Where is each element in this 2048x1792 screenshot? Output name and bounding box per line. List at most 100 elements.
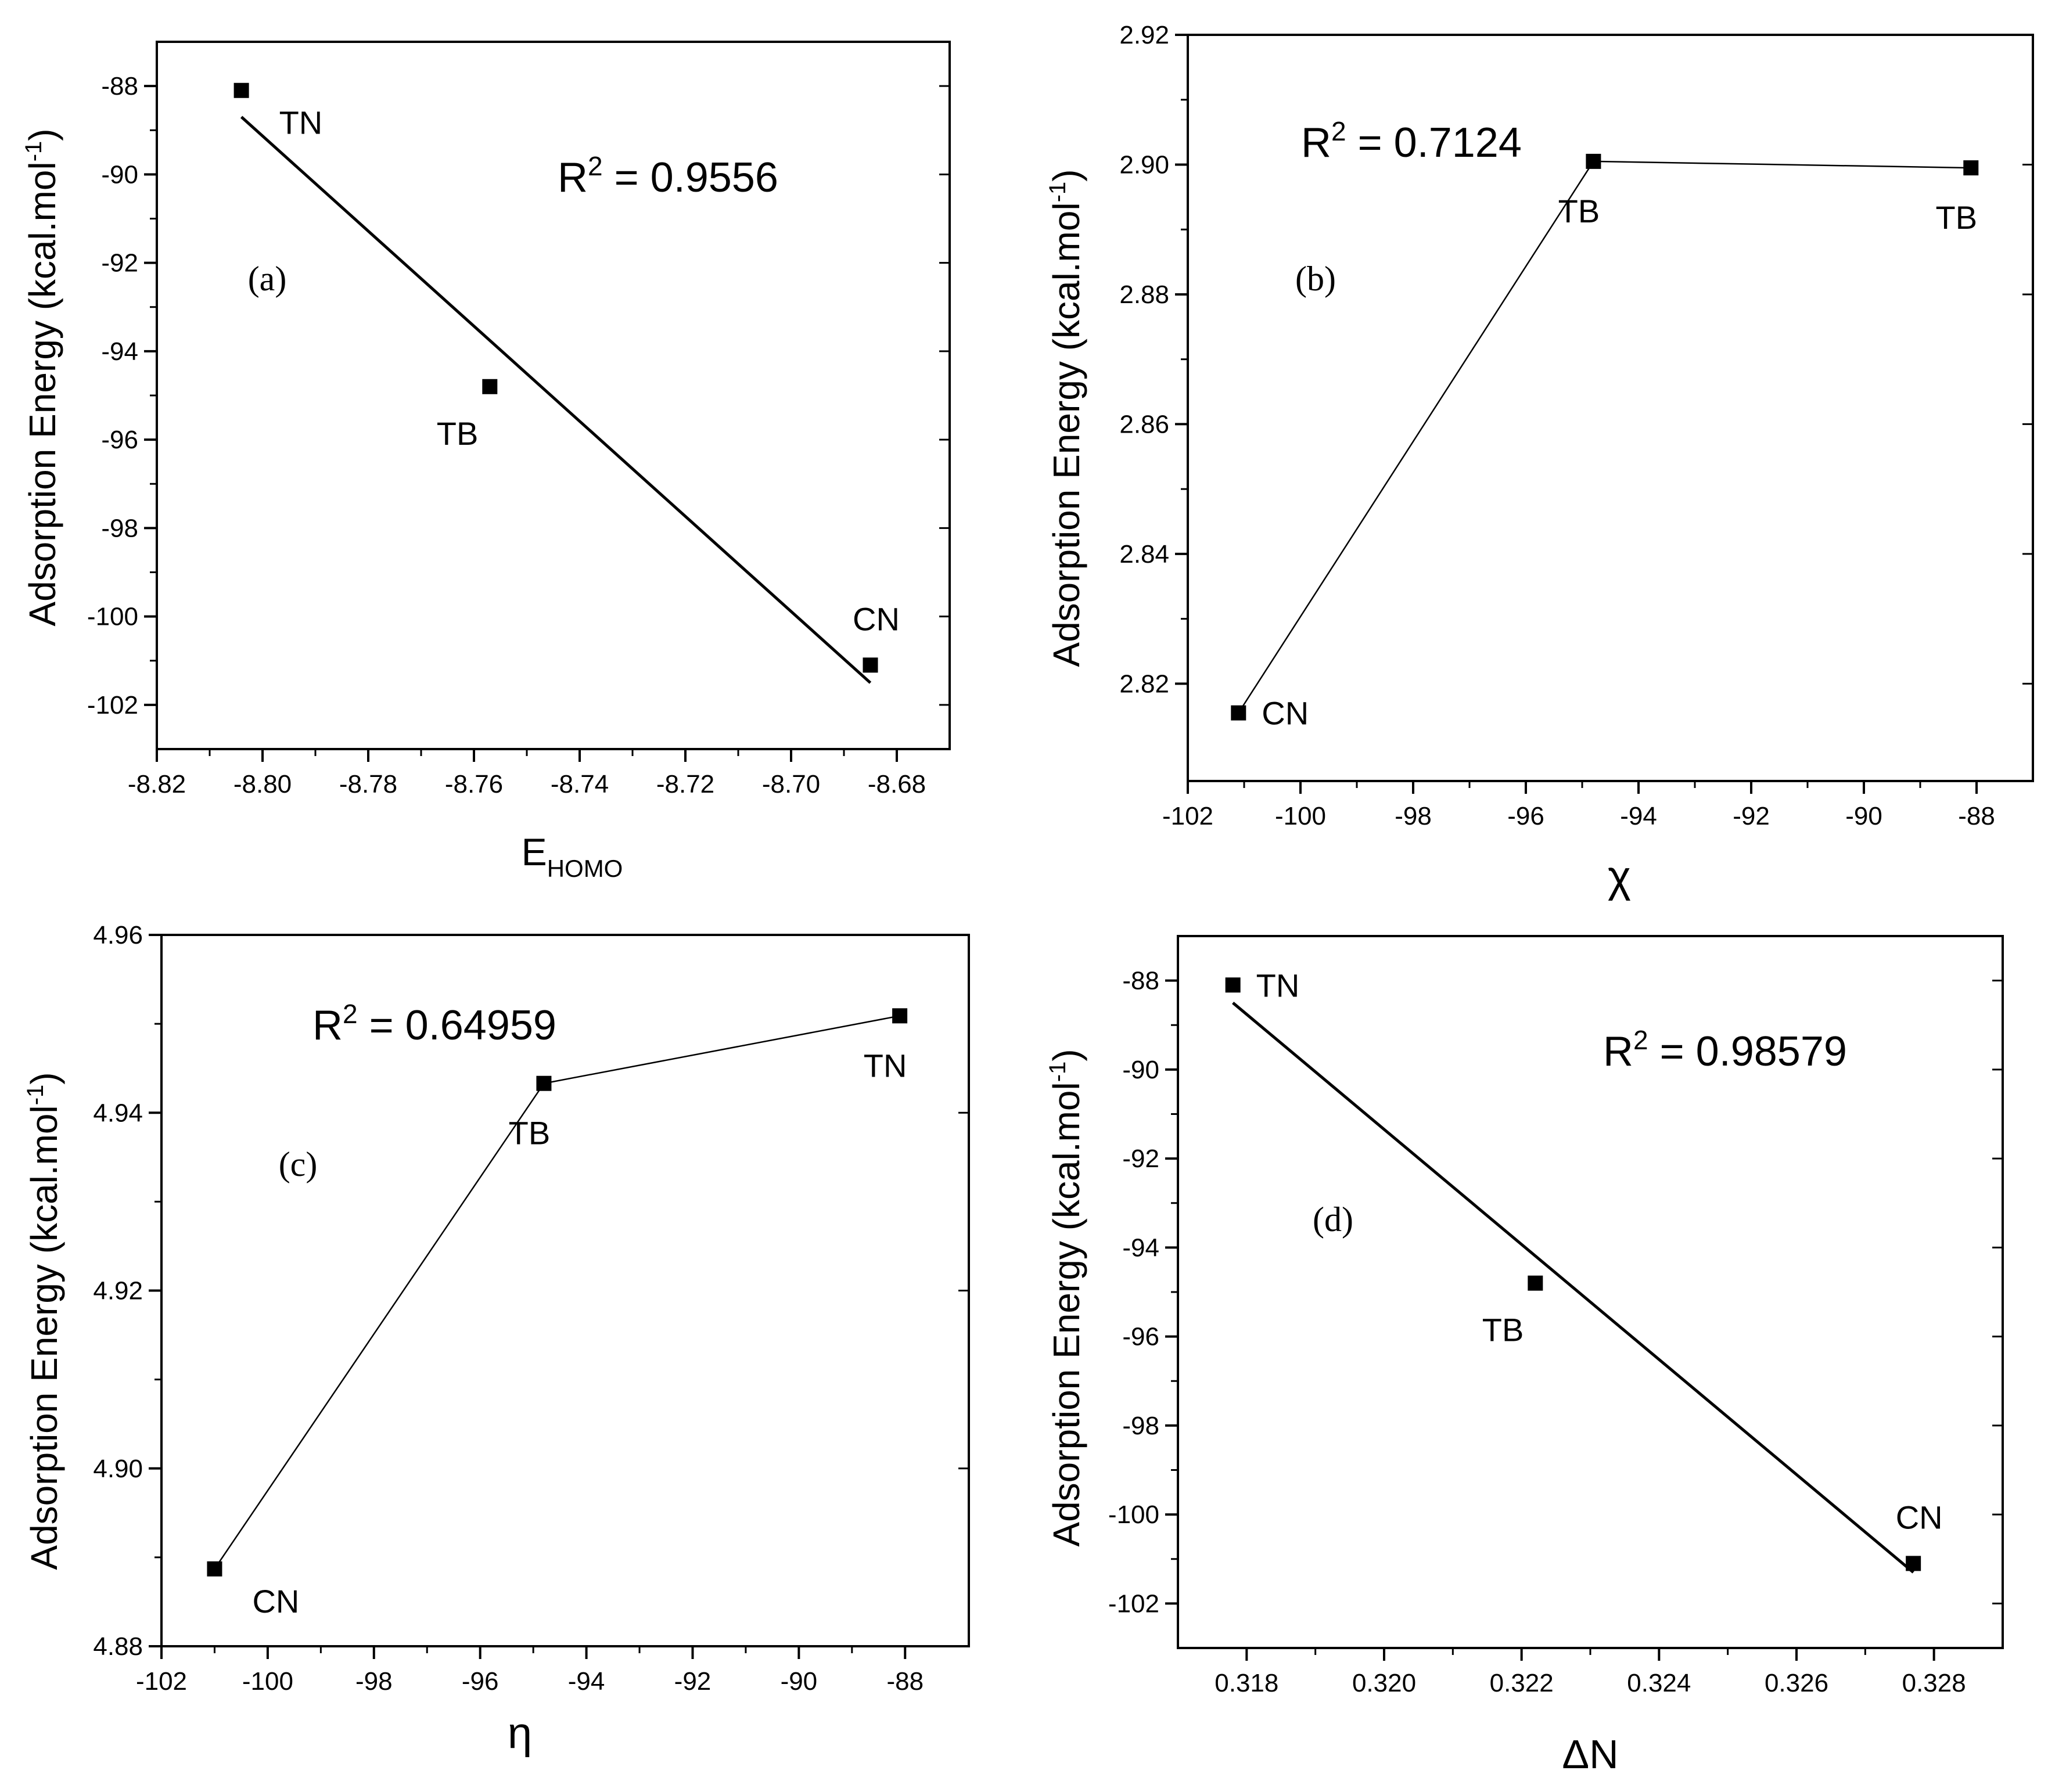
x-tick-label: 0.326 [1765,1669,1828,1697]
y-tick-label: 2.88 [1119,280,1169,309]
y-tick-label: -96 [1122,1323,1159,1351]
x-axis-label: η [508,1708,532,1758]
x-tick-label: -92 [1733,802,1770,830]
x-tick-label: -88 [886,1667,924,1696]
panel-a: -8.82 -8.80 -8.78 -8.76 -8.74 -8.72 -8.70 -8.68… [21,41,951,882]
x-tick-label: -8.72 [656,770,714,798]
x-axis-label: χ [1608,852,1631,901]
panel-b: -102 -100 -98 -96 -94 -92 -90 -88 2.82 2.84 2.86 2.… [1045,21,2034,901]
data-point-label: TN [1256,967,1300,1003]
y-tick-label: 2.82 [1119,670,1169,698]
x-tick-label: -8.76 [445,770,503,798]
data-point [892,1008,908,1024]
data-point-label: CN [1262,695,1309,732]
tick-group: -102 -100 -98 -96 -94 -92 -90 -88 2.82 2.84 2.86 2.… [1119,21,2033,830]
x-tick-label: -94 [568,1667,605,1696]
y-tick-label: 4.96 [93,921,143,949]
x-axis-label-main: E [522,830,547,873]
y-axis-label-superscript: -1 [1045,182,1070,203]
tick-group: 0.318 0.320 0.322 0.324 0.326 0.328 -102 -100 -9… [1108,967,2003,1697]
tick-group: -102 -100 -98 -96 -94 -92 -90 -88 4.88 4.90 4.92 4.… [93,921,969,1696]
r2-annotation: R2 = 0.7124 [1301,116,1522,166]
r2-annotation: R2 = 0.9556 [558,151,778,201]
y-axis-label-main: Adsorption Energy (kcal.mol [21,161,63,626]
y-axis-label-superscript: -1 [1045,1061,1070,1082]
data-point [482,379,498,394]
x-tick-label: -102 [1162,802,1213,830]
r2-superscript: 2 [1633,1025,1648,1055]
x-tick-label: -92 [674,1667,712,1696]
panel-c: -102 -100 -98 -96 -94 -92 -90 -88 4.88 4.90 4.92 4.… [23,921,970,1758]
panel-label: (a) [248,260,287,298]
x-axis-label: EHOMO [522,830,623,882]
regression-line [1232,1002,1914,1574]
x-tick-label: 0.322 [1490,1669,1554,1697]
y-tick-label: -90 [101,160,138,189]
r2-superscript: 2 [343,999,358,1029]
data-point [1528,1275,1543,1291]
x-tick-label: 0.318 [1215,1669,1278,1697]
r2-value: = 0.98579 [1648,1028,1847,1075]
y-axis-label-end: ) [1045,1049,1087,1061]
data-point-label: TB [1558,193,1600,229]
data-point-label: TN [279,105,323,141]
data-point [1586,153,1601,169]
y-tick-label: 2.86 [1119,410,1169,438]
x-tick-label: -8.80 [233,770,292,798]
panel-d: 0.318 0.320 0.322 0.324 0.326 0.328 -102 -100 -9… [1045,935,2004,1777]
tick-group: -8.82 -8.80 -8.78 -8.76 -8.74 -8.72 -8.70 -8.68… [87,72,950,798]
y-axis-label-main: Adsorption Energy (kcal.mol [1045,202,1087,667]
x-tick-label: -96 [1507,802,1544,830]
y-axis-label: Adsorption Energy (kcal.mol-1) [21,128,63,626]
r2-superscript: 2 [588,151,603,181]
y-tick-label: -102 [87,691,138,719]
x-tick-label: 0.320 [1352,1669,1416,1697]
y-axis-label-end: ) [1045,169,1087,181]
panel-label: (c) [279,1145,318,1183]
y-tick-label: -88 [1122,967,1159,995]
x-tick-label: -94 [1620,802,1657,830]
r2-value: = 0.64959 [358,1002,556,1049]
series-group: TN TB CN [1225,967,1943,1574]
y-tick-label: -92 [101,249,138,278]
r2-prefix: R [1301,120,1331,166]
data-point [1906,1556,1921,1571]
x-tick-label: -8.82 [128,770,186,798]
data-point [536,1075,552,1091]
y-tick-label: -92 [1122,1145,1159,1173]
y-tick-label: -94 [1122,1233,1159,1262]
y-tick-label: 4.90 [93,1455,143,1483]
y-tick-label: -90 [1122,1056,1159,1084]
data-point-label: TB [509,1115,551,1152]
y-tick-label: -94 [101,337,138,366]
x-tick-label: 0.328 [1902,1669,1966,1697]
x-tick-label: -100 [1275,802,1326,830]
y-tick-label: 2.90 [1119,150,1169,179]
series-group: CN TB TB [1231,153,1979,732]
data-point-label: CN [252,1583,299,1620]
y-axis-label-end: ) [21,128,63,141]
x-tick-label: -96 [462,1667,499,1696]
x-tick-label: -98 [355,1667,393,1696]
x-axis-label: ΔN [1562,1732,1618,1777]
y-tick-label: 4.88 [93,1632,143,1661]
panel-label: (d) [1313,1200,1353,1239]
series-group: TN TB CN [233,82,900,684]
data-point-label: CN [853,600,900,637]
data-point [1225,977,1241,993]
regression-line [240,116,872,684]
y-axis-label-main: Adsorption Energy (kcal.mol [23,1105,65,1570]
y-tick-label: -100 [87,603,138,631]
data-point [1963,160,1979,176]
y-axis-label-superscript: -1 [23,1085,48,1106]
x-tick-label: -90 [781,1667,818,1696]
x-tick-label: -8.74 [551,770,609,798]
series-group: CN TB TN [207,1008,908,1620]
y-tick-label: -102 [1108,1589,1159,1618]
y-tick-label: 2.84 [1119,540,1169,568]
r2-value: = 0.9556 [603,154,778,201]
y-tick-label: 4.94 [93,1099,143,1127]
plot-frame [1187,34,2034,782]
y-tick-label: -88 [101,72,138,100]
